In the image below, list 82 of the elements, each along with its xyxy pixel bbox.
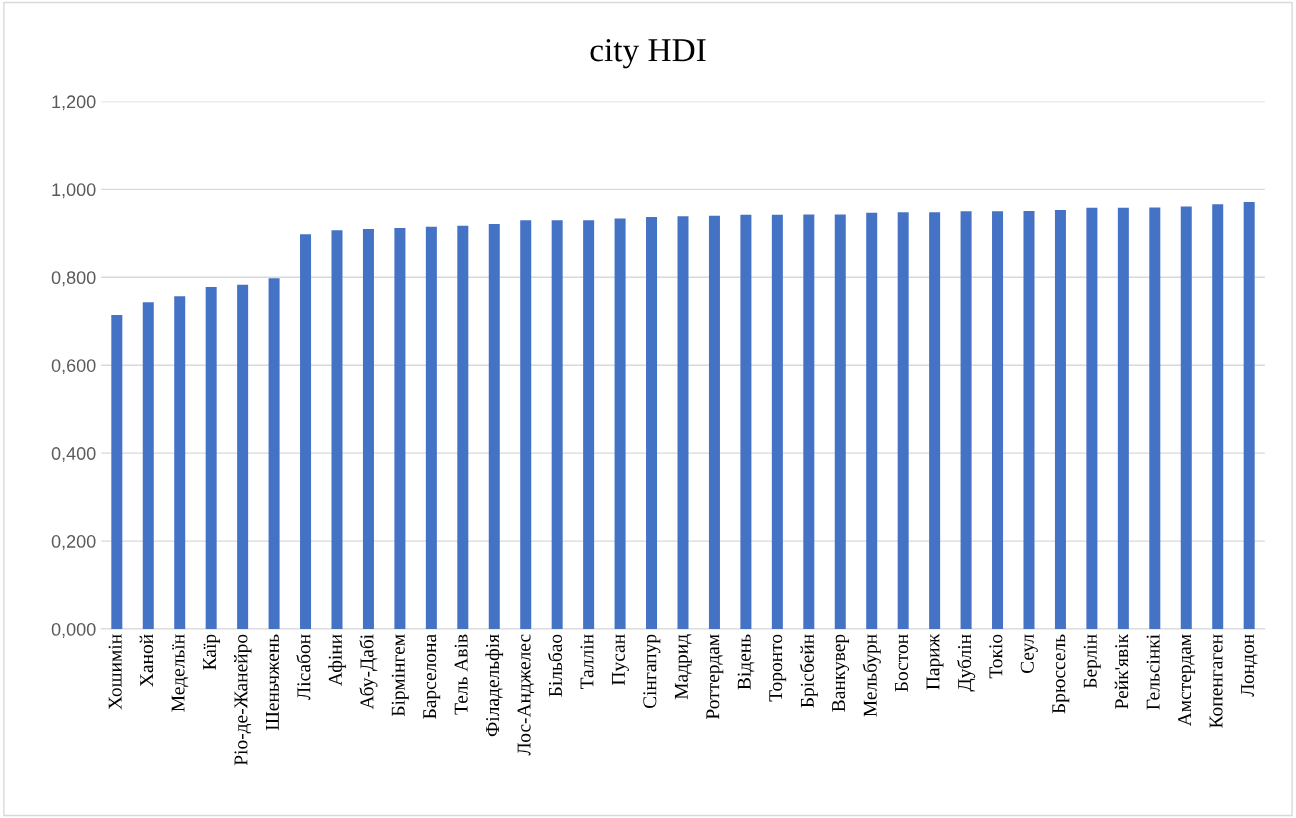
y-tick-label: 0,400 (51, 447, 96, 463)
bar (708, 215, 720, 630)
bar (551, 220, 563, 630)
bar (1086, 207, 1098, 630)
x-tick-label: Рейк'явік (1114, 633, 1129, 709)
bar (174, 296, 186, 630)
x-tick-label: Брісбейн (799, 634, 818, 708)
y-tick-label: 1,000 (52, 183, 96, 199)
x-tick-label: Афіни (328, 634, 346, 686)
x-tick-label: Шеньчжень (266, 634, 279, 731)
x-tick-label: Бірмінгем (391, 634, 409, 717)
bar (1243, 202, 1255, 630)
x-tick-label: Бостон (895, 634, 909, 692)
bar (1023, 210, 1035, 630)
bar (1212, 204, 1224, 630)
x-tick-label: Філадельфія (485, 634, 504, 737)
x-tick-label: Ханой (139, 634, 154, 687)
y-tick-label: 1,200 (52, 95, 96, 111)
x-tick-label: Торонто (769, 634, 787, 702)
x-tick-label: Лісабон (296, 634, 311, 700)
bar (929, 212, 941, 630)
chart-title: city HDI (590, 39, 706, 69)
x-tick-label: Берлін (1083, 634, 1101, 689)
bar (1117, 207, 1129, 630)
bar (362, 228, 374, 630)
x-tick-label: Каїр (203, 634, 220, 670)
y-tick-label: 0,600 (51, 359, 96, 375)
x-tick-label: Копенгаген (1209, 634, 1223, 728)
x-tick-label: Токіо (989, 634, 1003, 679)
bar (1149, 207, 1161, 630)
bar (300, 234, 312, 630)
x-tick-label: Сінгапур (643, 634, 661, 709)
y-tick-label: 0,200 (51, 535, 96, 550)
y-tick-label: 0,800 (51, 271, 96, 287)
bar (646, 217, 658, 630)
bar (237, 284, 249, 630)
bar (394, 228, 406, 630)
x-tick-label: Париж (926, 633, 944, 690)
x-tick-label: Барселона (423, 634, 441, 719)
y-tick-label: 0,000 (51, 622, 96, 638)
bar (205, 286, 217, 630)
x-tick-label: Хошимін (108, 634, 122, 710)
bar (488, 224, 500, 630)
x-tick-label: Дублін (957, 634, 976, 692)
bar (111, 315, 123, 630)
x-tick-label: Ванкувер (832, 634, 850, 712)
bar (960, 211, 972, 630)
x-tick-label: Лос-Анджелес (517, 634, 535, 756)
x-tick-label: Тель Авів (454, 634, 468, 715)
bar (771, 214, 783, 630)
bar (425, 226, 437, 630)
bar (992, 211, 1004, 630)
bar (457, 225, 469, 630)
x-tick-label: Таллін (580, 634, 594, 689)
x-tick-label: Гельсінкі (1146, 634, 1160, 710)
bar (677, 216, 689, 630)
x-tick-label: Сеул (1020, 634, 1038, 674)
bar (520, 220, 532, 630)
x-tick-label: Брюссель (1052, 634, 1070, 714)
x-tick-label: Роттердам (706, 634, 724, 720)
bar (268, 278, 280, 630)
bar (1054, 210, 1066, 630)
x-tick-label: Мельбурн (862, 634, 881, 717)
x-tick-label: Лондон (1241, 634, 1258, 697)
bar (614, 218, 626, 630)
bar (1180, 206, 1192, 630)
x-tick-label: Відень (737, 634, 755, 690)
bar (866, 212, 878, 630)
x-tick-label: Більбао (547, 634, 563, 697)
bar (740, 214, 752, 630)
x-tick-label: Ріо-де-Жанейро (234, 634, 252, 766)
x-tick-label: Мадрид (674, 634, 692, 700)
x-tick-label: Амстердам (1178, 634, 1196, 727)
x-tick-label: Медельїн (171, 634, 189, 712)
bar (897, 212, 909, 630)
x-tick-label: Абу-Дабі (359, 634, 378, 710)
bar (834, 214, 846, 630)
bar (331, 230, 343, 630)
bar (583, 220, 595, 630)
bar (803, 214, 815, 630)
x-tick-label: Пусан (611, 634, 629, 686)
bar (142, 302, 154, 630)
